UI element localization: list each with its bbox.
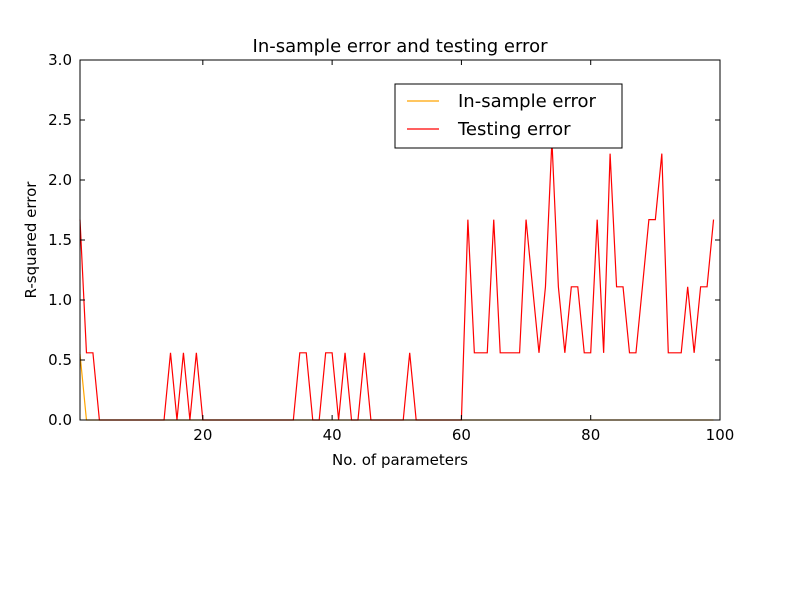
x-tick-label: 100 — [706, 426, 735, 444]
legend: In-sample error Testing error — [394, 83, 623, 149]
x-axis: 20 40 60 80 100 — [193, 60, 734, 444]
y-tick-label: 0.0 — [48, 411, 72, 429]
y-tick-label: 0.5 — [48, 351, 72, 369]
series-layer — [79, 140, 715, 421]
x-tick-label: 20 — [193, 426, 212, 444]
series-line-testing-error — [79, 140, 715, 421]
x-tick-label: 40 — [323, 426, 342, 444]
chart-title: In-sample error and testing error — [253, 36, 549, 57]
y-tick-label: 1.5 — [48, 231, 72, 249]
y-tick-label: 1.0 — [48, 291, 72, 309]
y-axis: 0.0 0.5 1.0 1.5 2.0 2.5 3.0 — [48, 51, 720, 429]
x-axis-label: No. of parameters — [332, 451, 468, 469]
y-tick-label: 2.0 — [48, 171, 72, 189]
y-tick-label: 2.5 — [48, 111, 72, 129]
y-axis-label: R-squared error — [22, 181, 40, 299]
legend-label: In-sample error — [458, 91, 597, 112]
x-tick-label: 80 — [581, 426, 600, 444]
y-tick-label: 3.0 — [48, 51, 72, 69]
legend-box — [394, 83, 623, 149]
series-line-in-sample-error — [79, 353, 714, 421]
x-tick-label: 60 — [452, 426, 471, 444]
legend-label: Testing error — [457, 119, 571, 140]
